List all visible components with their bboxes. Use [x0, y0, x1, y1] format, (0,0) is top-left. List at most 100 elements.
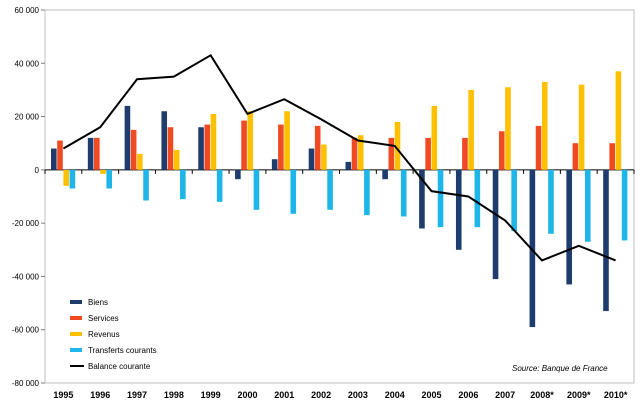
bar-revenus — [431, 105, 438, 170]
chart-ticks: 60 000 40 000 20 000 0 -20 000 -40 000 -60 000… — [12, 6, 628, 400]
x-tick-label: 2006 — [458, 390, 478, 400]
bar-services — [167, 127, 174, 170]
chart-axes — [41, 9, 635, 384]
bar-services — [609, 143, 615, 170]
bar-transferts-courants — [474, 169, 481, 228]
legend-label: Biens — [88, 298, 108, 307]
bar-transferts-courants — [400, 169, 407, 217]
bar-transferts-courants — [584, 169, 591, 242]
bar-services — [314, 125, 321, 170]
x-tick-label: 2010* — [604, 390, 628, 400]
bar-revenus — [615, 71, 622, 170]
y-tick-label: 0 — [35, 166, 40, 175]
chart-line — [62, 53, 616, 262]
bar-transferts-courants — [290, 169, 297, 214]
bar-transferts-courants — [437, 169, 444, 228]
legend-swatch — [70, 316, 82, 320]
bar-services — [241, 120, 247, 170]
bar-services — [204, 124, 211, 170]
bar-services — [94, 137, 100, 170]
x-tick-label: 2009* — [567, 390, 591, 400]
bar-revenus — [468, 89, 474, 170]
bar-transferts-courants — [180, 169, 186, 200]
x-tick-label: 2005 — [422, 390, 442, 400]
bar-biens — [566, 169, 572, 285]
bar-transferts-courants — [69, 169, 76, 189]
chart-bars — [51, 71, 628, 328]
y-tick-label: -60 000 — [12, 326, 40, 335]
bar-revenus — [357, 135, 364, 170]
bar-revenus — [173, 149, 180, 170]
bar-revenus — [137, 153, 143, 170]
bar-services — [498, 131, 505, 170]
bar-services — [388, 137, 395, 170]
bar-revenus — [578, 84, 585, 170]
legend-swatch — [70, 332, 82, 336]
bar-biens — [271, 159, 278, 170]
bar-revenus — [63, 169, 70, 186]
bar-biens — [198, 127, 204, 170]
bar-revenus — [247, 111, 254, 170]
legend-label: Revenus — [88, 330, 120, 339]
legend-label: Balance courante — [88, 362, 151, 371]
source-annotation: Source: Banque de France — [512, 364, 608, 373]
y-tick-label: 20 000 — [15, 113, 40, 122]
bar-services — [425, 137, 431, 170]
bar-biens — [603, 169, 609, 312]
bar-biens — [124, 105, 131, 170]
bar-biens — [345, 161, 352, 170]
bar-services — [278, 124, 284, 170]
bar-transferts-courants — [364, 169, 370, 216]
x-tick-label: 2004 — [385, 390, 405, 400]
bar-transferts-courants — [106, 169, 113, 189]
x-tick-label: 2000 — [237, 390, 257, 400]
bar-revenus — [210, 113, 217, 170]
bar-services — [57, 140, 63, 170]
bar-transferts-courants — [548, 169, 554, 234]
bar-biens — [161, 111, 168, 170]
bar-transferts-courants — [143, 169, 149, 201]
plot-area — [44, 9, 635, 384]
legend-swatch — [70, 348, 82, 352]
line-balance-courante — [62, 53, 616, 262]
bar-biens — [87, 137, 94, 170]
y-tick-label: 60 000 — [15, 6, 40, 15]
bar-revenus — [321, 144, 327, 170]
bar-biens — [382, 169, 388, 180]
chart-legend: Biens Services Revenus Transferts courants B… — [70, 298, 157, 371]
x-tick-label: 1997 — [127, 390, 147, 400]
y-tick-label: 40 000 — [15, 59, 40, 68]
bar-transferts-courants — [216, 169, 223, 202]
bar-revenus — [100, 169, 106, 174]
bar-biens — [455, 169, 462, 250]
bar-services — [351, 137, 358, 170]
bar-biens — [419, 169, 425, 229]
bar-biens — [51, 148, 57, 170]
bar-biens — [492, 169, 499, 280]
legend-label: Transferts courants — [88, 346, 157, 355]
legend-swatch — [70, 300, 82, 304]
bar-revenus — [284, 111, 290, 170]
bar-services — [572, 143, 579, 170]
bar-revenus — [541, 81, 548, 170]
x-tick-label: 2008* — [530, 390, 554, 400]
x-tick-label: 2001 — [274, 390, 294, 400]
bar-transferts-courants — [327, 169, 333, 210]
bar-transferts-courants — [621, 169, 628, 241]
x-tick-label: 1999 — [201, 390, 221, 400]
y-tick-label: -20 000 — [12, 219, 40, 228]
bar-revenus — [394, 121, 401, 170]
bar-biens — [235, 169, 241, 180]
bar-services — [535, 125, 542, 170]
y-tick-label: -40 000 — [12, 272, 40, 281]
bar-services — [462, 137, 468, 170]
bar-biens — [308, 148, 315, 170]
x-tick-label: 1995 — [53, 390, 73, 400]
x-tick-label: 2002 — [311, 390, 331, 400]
bar-services — [130, 129, 137, 170]
legend-label: Services — [88, 314, 119, 323]
bar-revenus — [505, 87, 511, 170]
bar-transferts-courants — [511, 169, 517, 232]
x-tick-label: 1998 — [164, 390, 184, 400]
